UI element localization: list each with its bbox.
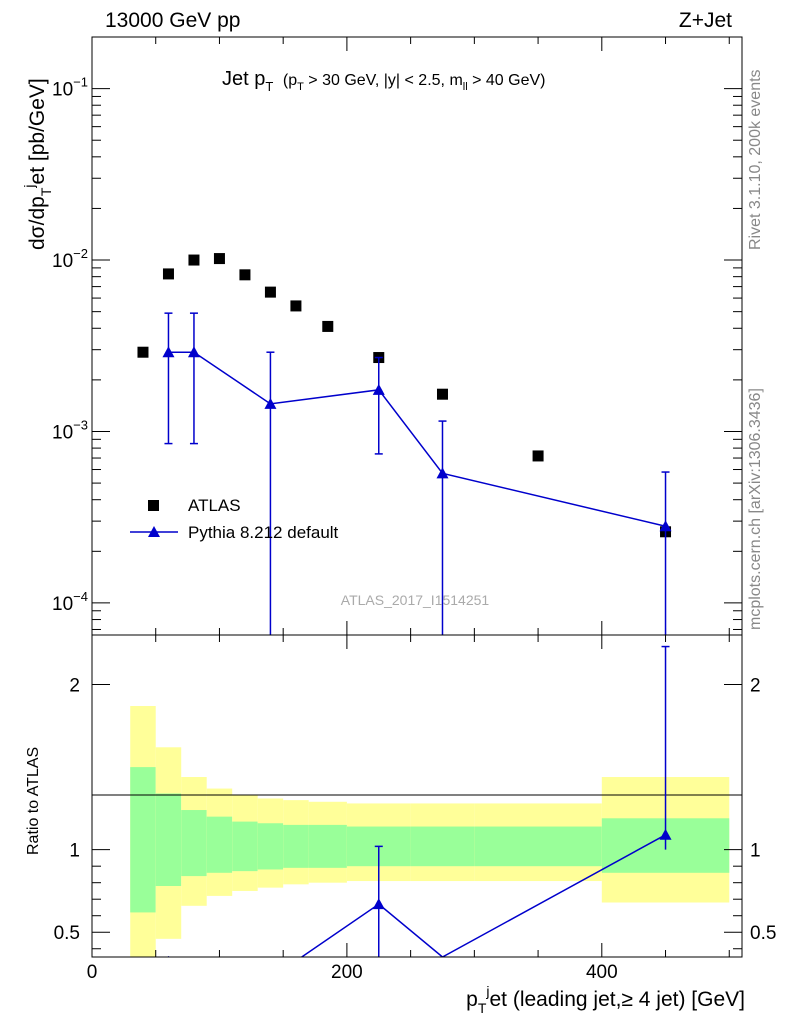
- atlas-data-point: [322, 320, 334, 332]
- ratio-x-label: pTjet (leading jet,≥ 4 jet) [GeV]: [466, 983, 745, 1016]
- pythia-data-point: [372, 383, 385, 395]
- atlas-data-point: [137, 346, 149, 358]
- legend-atlas-marker: [148, 500, 159, 511]
- main-y-tick-label: 10−2: [52, 246, 88, 272]
- ratio-y-tick-label-left: 0.5: [54, 923, 80, 944]
- main-y-tick-label: 10−3: [52, 417, 88, 443]
- pythia-data-point: [264, 397, 277, 409]
- ratio-x-tick-label: 400: [586, 962, 618, 983]
- pythia-data-point: [659, 520, 672, 532]
- ratio-y-label: Ratio to ATLAS: [25, 747, 42, 855]
- header-collision: 13000 GeV pp: [105, 9, 240, 32]
- main-axis-ticks: [91, 36, 742, 635]
- ratio-band-inner: [181, 810, 207, 877]
- main-y-tick-label: 10−4: [52, 589, 88, 615]
- ratio-band-inner: [155, 793, 182, 886]
- main-y-tick-label: 10−1: [52, 75, 88, 101]
- ratio-y-tick-label-right: 0.5: [750, 923, 776, 944]
- xlabel-p: p: [466, 988, 478, 1011]
- main-title: Jet pT (pT > 30 GeV, |y| < 2.5, mll > 40…: [222, 68, 545, 96]
- main-y-tick-exponent: −2: [73, 246, 88, 261]
- main-data-marks: [137, 253, 672, 635]
- pythia-data-point: [162, 346, 175, 358]
- main-panel: 10−110−210−310−4 Jet pT (pT > 30 GeV, |y…: [21, 36, 743, 636]
- ratio-series-group: [167, 645, 672, 957]
- atlas-data-point: [239, 269, 251, 281]
- rivet-version-label: Rivet 3.1.10, 200k events: [747, 69, 764, 250]
- ratio-band-inner: [232, 821, 258, 872]
- ratio-band-inner: [130, 767, 156, 913]
- main-y-tick-labels: 10−110−210−310−4: [52, 75, 88, 615]
- main-y-tick-exponent: −3: [73, 417, 88, 432]
- title-cuts-sub-ll: ll: [463, 81, 468, 93]
- ratio-axis-ticks: [91, 635, 742, 957]
- main-y-tick-base: 10: [52, 594, 73, 615]
- main-y-tick-base: 10: [52, 80, 73, 101]
- title-cuts-open: (p: [283, 72, 297, 89]
- ratio-band-inner: [308, 824, 347, 868]
- pythia-series-line: [168, 351, 666, 527]
- pythia-data-point: [187, 346, 200, 358]
- atlas-data-point: [162, 268, 174, 280]
- ratio-y-tick-label-left: 2: [69, 676, 80, 697]
- main-y-label: dσ/dpTjet [pb/GeV]: [21, 78, 54, 250]
- atlas-data-point: [290, 300, 302, 312]
- ratio-band-inner: [410, 826, 475, 867]
- main-y-tick-base: 10: [52, 251, 73, 272]
- main-y-tick-exponent: −1: [73, 75, 88, 90]
- xlabel-sub-t: T: [478, 1000, 487, 1016]
- atlas-data-point: [188, 254, 200, 266]
- title-cuts-end: > 40 GeV): [468, 72, 546, 89]
- legend: ATLAS Pythia 8.212 default: [130, 496, 339, 542]
- main-y-tick-exponent: −4: [73, 589, 88, 604]
- ratio-band-inner: [206, 816, 233, 873]
- ylabel-sup-j: j: [21, 184, 37, 188]
- xlabel-rest: et (leading jet,≥ 4 jet) [GeV]: [490, 988, 746, 1011]
- legend-pythia-label: Pythia 8.212 default: [188, 523, 339, 542]
- ratio-uncertainty-bands: [130, 706, 730, 957]
- pythia-data-point: [436, 467, 449, 479]
- legend-pythia-marker: [148, 526, 160, 537]
- ratio-x-tick-label: 0: [87, 962, 98, 983]
- ratio-band-inner: [283, 824, 309, 868]
- ratio-band-inner: [257, 823, 284, 870]
- ylabel-rest: et [pb/GeV]: [26, 78, 49, 184]
- ratio-data-point: [659, 828, 672, 840]
- header-process: Z+Jet: [679, 9, 732, 32]
- analysis-watermark: ATLAS_2017_I1514251: [341, 592, 490, 608]
- atlas-data-point: [436, 388, 448, 400]
- ratio-y-tick-label-left: 1: [69, 841, 80, 862]
- xlabel-sup-j: j: [485, 983, 489, 999]
- atlas-data-point: [213, 253, 225, 265]
- ratio-data-marks: [167, 645, 672, 957]
- title-cuts-rest: > 30 GeV, |y| < 2.5, m: [304, 72, 463, 89]
- ratio-y-tick-label-right: 2: [750, 676, 761, 697]
- main-y-tick-base: 10: [52, 422, 73, 443]
- ratio-band-inner: [474, 826, 602, 867]
- ylabel-sub-t: T: [38, 187, 54, 196]
- atlas-data-point: [532, 450, 544, 462]
- ratio-tick-labels: 0.5 0.5 1 1 2 2 0 200 400: [54, 676, 777, 983]
- title-jet-p: Jet p: [222, 68, 265, 90]
- main-frame: [91, 36, 743, 636]
- ratio-data-point: [372, 898, 385, 910]
- title-sub-t: T: [265, 79, 273, 94]
- atlas-data-point: [264, 286, 276, 298]
- ratio-frame: [91, 634, 743, 958]
- ylabel-dsigma: dσ/dp: [26, 196, 49, 250]
- ratio-y-tick-label-right: 1: [750, 841, 761, 862]
- mcplots-label: mcplots.cern.ch [arXiv:1306.3436]: [747, 388, 764, 630]
- legend-atlas-label: ATLAS: [188, 496, 241, 515]
- ratio-panel: 0.5 0.5 1 1 2 2 0 200 400 Ratio to ATLAS pTjet (…: [25, 634, 777, 1016]
- ratio-x-tick-label: 200: [331, 962, 363, 983]
- title-cuts-sub-t: T: [297, 81, 304, 93]
